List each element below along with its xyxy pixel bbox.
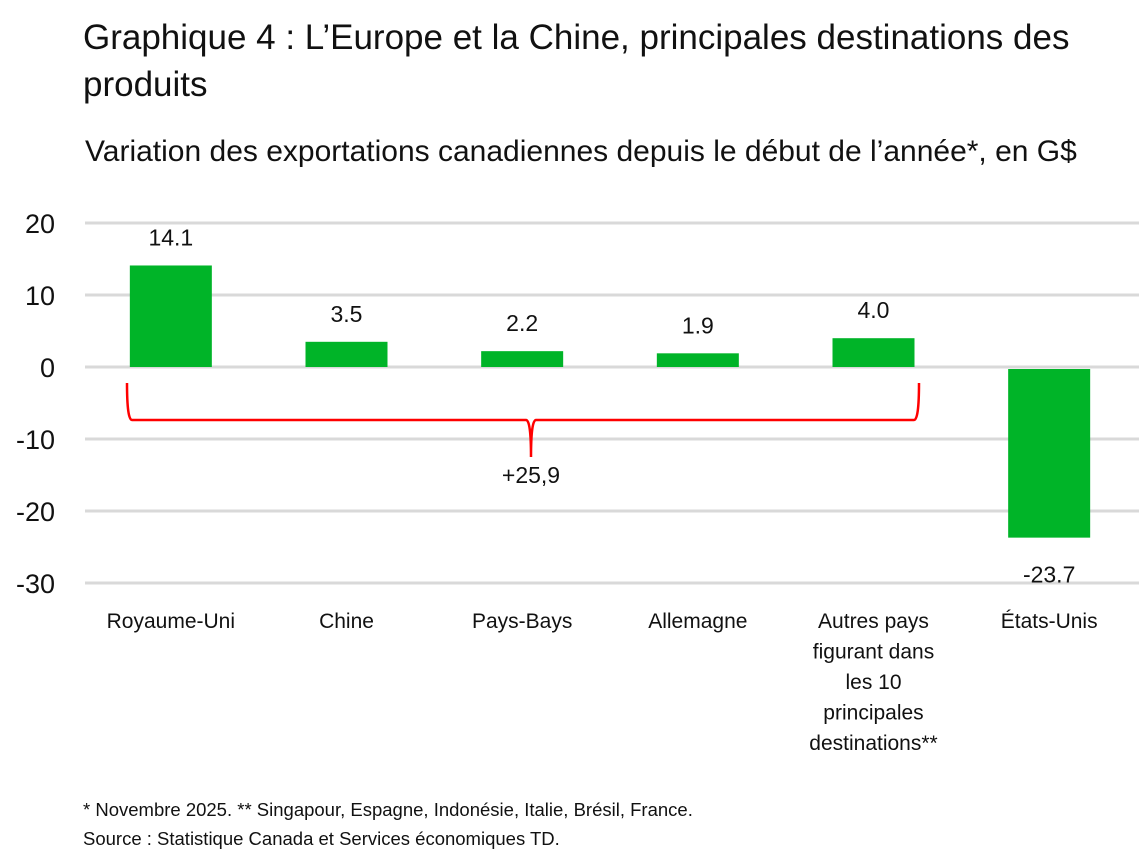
data-label: 14.1 bbox=[148, 224, 193, 250]
bar bbox=[1008, 369, 1091, 538]
annotation-bracket bbox=[125, 382, 921, 458]
data-label: 2.2 bbox=[506, 310, 538, 336]
y-tick-label: 0 bbox=[40, 353, 55, 383]
y-tick-label: -10 bbox=[16, 425, 55, 455]
x-tick-label: les 10 bbox=[845, 671, 901, 694]
x-tick-label: figurant dans bbox=[813, 641, 934, 664]
bar bbox=[656, 353, 739, 367]
x-tick-label: États-Unis bbox=[1001, 610, 1098, 633]
data-label: 3.5 bbox=[331, 301, 363, 327]
footnote: * Novembre 2025. ** Singapour, Espagne, … bbox=[83, 799, 693, 820]
y-tick-label: 20 bbox=[25, 209, 55, 239]
x-tick-label: Pays-Bays bbox=[472, 610, 572, 633]
chart-notes: * Novembre 2025. ** Singapour, Espagne, … bbox=[83, 795, 693, 853]
source-note: Source : Statistique Canada et Services … bbox=[83, 828, 560, 849]
x-tick-label: principales bbox=[823, 702, 923, 725]
bar bbox=[129, 265, 212, 367]
bar bbox=[305, 341, 388, 367]
chart-subtitle: Variation des exportations canadiennes d… bbox=[85, 135, 1077, 168]
y-tick-label: -20 bbox=[16, 497, 55, 527]
bar bbox=[832, 338, 915, 367]
x-tick-label: Royaume-Uni bbox=[107, 610, 235, 633]
x-tick-label: Allemagne bbox=[648, 610, 747, 633]
data-label: 4.0 bbox=[858, 297, 890, 323]
data-label: -23.7 bbox=[1023, 562, 1075, 588]
x-tick-label: destinations** bbox=[809, 732, 937, 755]
y-tick-label: 10 bbox=[25, 281, 55, 311]
y-tick-label: -30 bbox=[16, 569, 55, 599]
x-tick-label: Chine bbox=[319, 610, 374, 633]
annotation-label: +25,9 bbox=[502, 462, 560, 488]
data-label: 1.9 bbox=[682, 312, 714, 338]
x-tick-label: Autres pays bbox=[818, 610, 929, 633]
chart-title: Graphique 4 : L’Europe et la Chine, prin… bbox=[83, 18, 1070, 104]
bar bbox=[481, 351, 564, 367]
